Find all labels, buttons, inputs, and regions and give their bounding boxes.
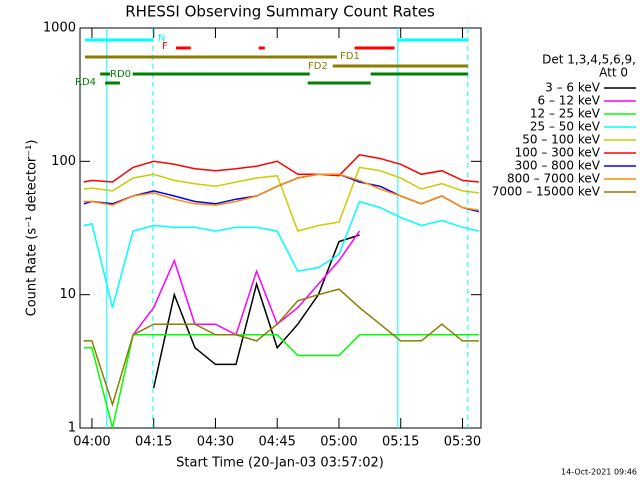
legend-label: 7000 – 15000 keV (492, 185, 601, 199)
legend-label: 25 – 50 keV (530, 120, 601, 134)
y-tick-label: 100 (51, 154, 76, 169)
legend-header: Att 0 (599, 66, 628, 80)
x-tick-label: 05:30 (444, 435, 481, 450)
y-tick-label: 1000 (43, 21, 76, 36)
flag-label: FD1 (340, 51, 360, 62)
x-tick-label: 05:00 (320, 435, 357, 450)
x-tick-label: 04:00 (73, 435, 110, 450)
legend-label: 300 – 800 keV (515, 159, 601, 173)
flag-label: FD2 (308, 61, 328, 72)
y-axis-label: Count Rate (s⁻¹ detector⁻¹) (25, 140, 40, 317)
x-axis-label: Start Time (20-Jan-03 03:57:02) (176, 456, 384, 471)
plot-frame (79, 27, 482, 429)
legend-header: Det 1,3,4,5,6,9, (542, 53, 636, 67)
legend-label: 12 – 25 keV (530, 107, 601, 121)
x-tick-label: 04:30 (197, 435, 234, 450)
legend-label: 6 – 12 keV (538, 94, 601, 108)
flag-label: N (158, 33, 165, 44)
legend-label: 800 – 7000 keV (507, 172, 601, 186)
chart-title: RHESSI Observing Summary Count Rates (125, 3, 435, 21)
series-line (152, 234, 360, 389)
y-tick-label: 10 (59, 287, 76, 302)
series-line (83, 173, 480, 213)
legend-label: 100 – 300 keV (515, 146, 601, 160)
y-tick-label: 1 (68, 421, 76, 436)
series-line (83, 173, 480, 211)
flag-label: RD0 (110, 69, 131, 80)
flag-label: F (162, 41, 168, 52)
x-tick-label: 04:15 (135, 435, 172, 450)
x-tick-label: 04:45 (258, 435, 295, 450)
series-line (83, 334, 479, 429)
series-line (83, 153, 479, 183)
series-line (83, 200, 480, 308)
footer: 14-Oct-2021 09:46 (561, 468, 637, 477)
legend-label: 50 – 100 keV (522, 133, 601, 147)
x-tick-label: 05:15 (382, 435, 419, 450)
series-line (83, 288, 479, 408)
legend-label: 3 – 6 keV (545, 81, 601, 95)
series-line (83, 166, 479, 233)
series-line (132, 230, 361, 336)
flag-label: RD4 (75, 77, 96, 88)
